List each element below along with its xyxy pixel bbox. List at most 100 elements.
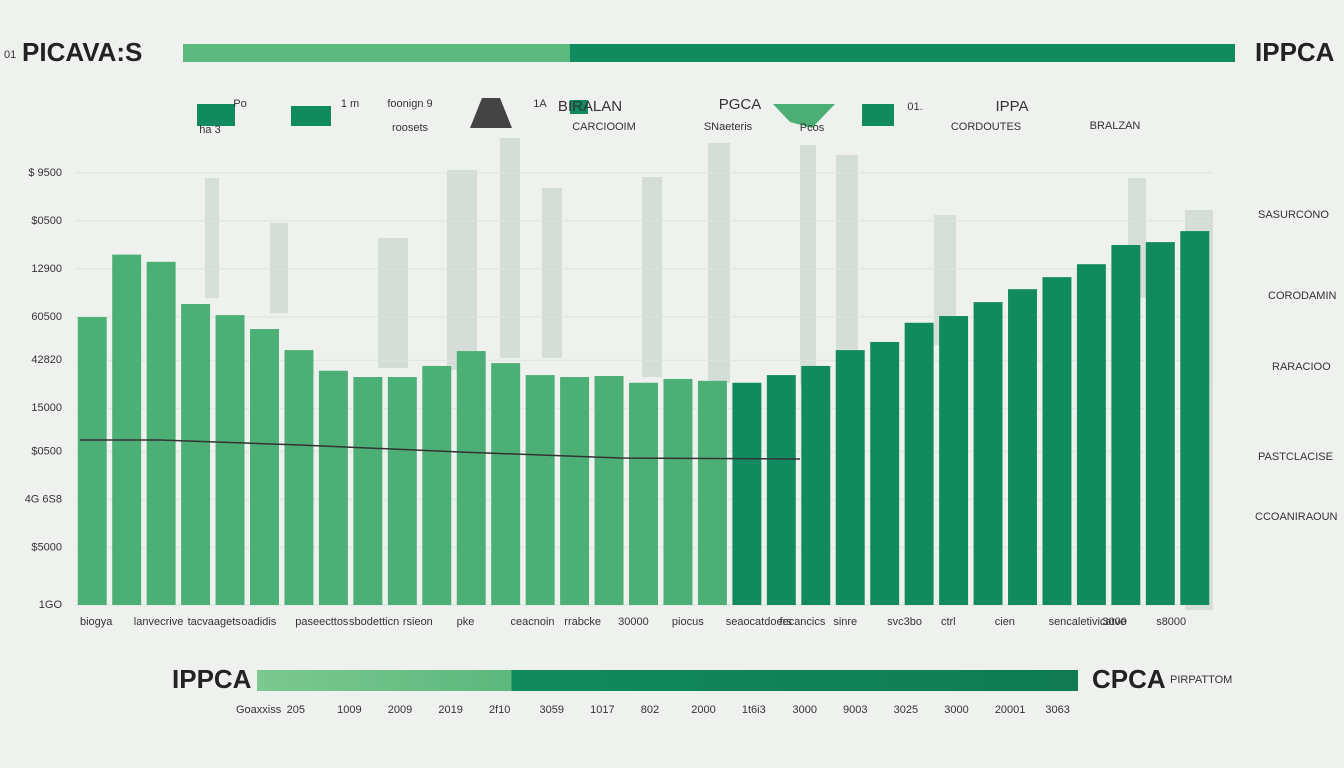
bar	[870, 341, 900, 605]
y-tick-label: 42820	[31, 354, 62, 366]
bar	[456, 351, 486, 605]
bottom-label: biogya	[80, 616, 113, 628]
bar	[663, 378, 693, 605]
icon-label: 1 m	[341, 98, 359, 110]
building	[800, 145, 816, 385]
building	[708, 143, 730, 383]
timeline-left: IPPCA	[172, 664, 252, 694]
timeline-label: 205	[287, 704, 305, 716]
icon	[470, 98, 512, 128]
timeline-label: 1009	[337, 704, 361, 716]
timeline-label: 2009	[388, 704, 412, 716]
icon	[197, 104, 235, 126]
y-tick-label: 4G 6S8	[25, 493, 62, 505]
bar	[904, 322, 934, 605]
skyline	[205, 138, 1213, 610]
trend-line	[80, 439, 801, 460]
building	[542, 188, 562, 358]
side-label: CORODAMIN	[1268, 290, 1337, 302]
bar	[181, 304, 211, 605]
side-label: RARACIOO	[1272, 361, 1331, 373]
timeline-label: 2019	[438, 704, 462, 716]
building	[270, 223, 288, 313]
icon-label: 1A	[533, 98, 547, 110]
header-bar-light	[183, 44, 570, 62]
bottom-label: sencaletivicatve	[1049, 616, 1127, 628]
building	[378, 238, 408, 368]
bottom-labels: biogya lanvecrive tacvaagets oadidis paseect…	[80, 616, 1186, 628]
icon-label: 01.	[907, 101, 922, 113]
timeline-label: 3025	[894, 704, 918, 716]
bottom-label: 3000	[1102, 616, 1126, 628]
bar	[422, 365, 452, 605]
bar	[77, 317, 107, 605]
header-bar-dark	[570, 44, 1235, 62]
bottom-label: 30000	[618, 616, 649, 628]
icon	[773, 104, 835, 128]
bar	[697, 380, 727, 605]
timeline-label: 2000	[691, 704, 715, 716]
bar	[353, 377, 383, 605]
timeline-label: 9003	[843, 704, 867, 716]
bar	[146, 261, 176, 605]
bottom-label: pke	[457, 616, 475, 628]
timeline-label: 3063	[1045, 704, 1069, 716]
icon-label: foonign 9	[387, 98, 432, 110]
icon-label: Pcos	[800, 122, 825, 134]
timeline-label: 802	[641, 704, 659, 716]
icon-label: CORDOUTES	[951, 121, 1021, 133]
bar	[1180, 231, 1210, 605]
timeline-label: 1017	[590, 704, 614, 716]
y-tick-label: 12900	[31, 263, 62, 275]
building	[836, 155, 858, 375]
bottom-label: sinre	[833, 616, 857, 628]
bar	[1111, 245, 1141, 605]
bar	[1145, 242, 1175, 605]
side-label: SASURCONO	[1258, 209, 1329, 221]
bar	[766, 375, 796, 605]
side-label: CCOANIRAOUN	[1255, 511, 1338, 523]
bottom-label: paseecttos	[295, 616, 349, 628]
bar	[801, 365, 831, 605]
header-title: PICAVA:S	[22, 37, 142, 67]
icon-label: roosets	[392, 122, 429, 134]
bottom-label: ctrl	[941, 616, 956, 628]
timeline-label: 3000	[792, 704, 816, 716]
bar	[318, 370, 348, 605]
bar	[387, 377, 417, 605]
timeline: IPPCA CPCA PIRPATTOM Goaxxiss 205 1009 2009…	[172, 664, 1232, 716]
bottom-label: seaocatdoers	[726, 616, 793, 628]
building	[205, 178, 219, 298]
bottom-label: rrabcke	[564, 616, 601, 628]
timeline-bar	[257, 670, 1078, 691]
bar	[525, 375, 555, 605]
bar	[1008, 289, 1037, 605]
timeline-right: CPCA	[1092, 664, 1166, 694]
bottom-label: fecancics	[780, 616, 826, 628]
building	[500, 138, 520, 358]
timeline-note: PIRPATTOM	[1170, 674, 1232, 686]
icon-label: SNaeteris	[704, 121, 753, 133]
bottom-label: lanvecrive	[134, 616, 184, 628]
header: 01 PICAVA:S IPPCA	[4, 37, 1335, 67]
bottom-label: piocus	[672, 616, 704, 628]
header-number: 01	[4, 49, 16, 61]
header-right-title: IPPCA	[1255, 37, 1335, 67]
side-label: PASTCLACISE	[1258, 451, 1333, 463]
y-tick-label: 1GO	[39, 599, 63, 611]
y-tick-label: $0500	[31, 445, 62, 457]
bar	[560, 377, 590, 605]
bar	[250, 329, 279, 605]
timeline-label: Goaxxiss	[236, 704, 282, 716]
timeline-label: 3000	[944, 704, 968, 716]
icon-label: CARCIOOIM	[572, 121, 636, 133]
icon-label: BIRALAN	[558, 98, 622, 115]
building	[934, 215, 956, 345]
timeline-label: 20001	[995, 704, 1026, 716]
timeline-label: 2f10	[489, 704, 510, 716]
icon-label: Po	[233, 98, 246, 110]
bar	[215, 315, 245, 605]
building	[447, 170, 477, 370]
bar	[939, 316, 969, 605]
bottom-label: svc3bo	[887, 616, 922, 628]
